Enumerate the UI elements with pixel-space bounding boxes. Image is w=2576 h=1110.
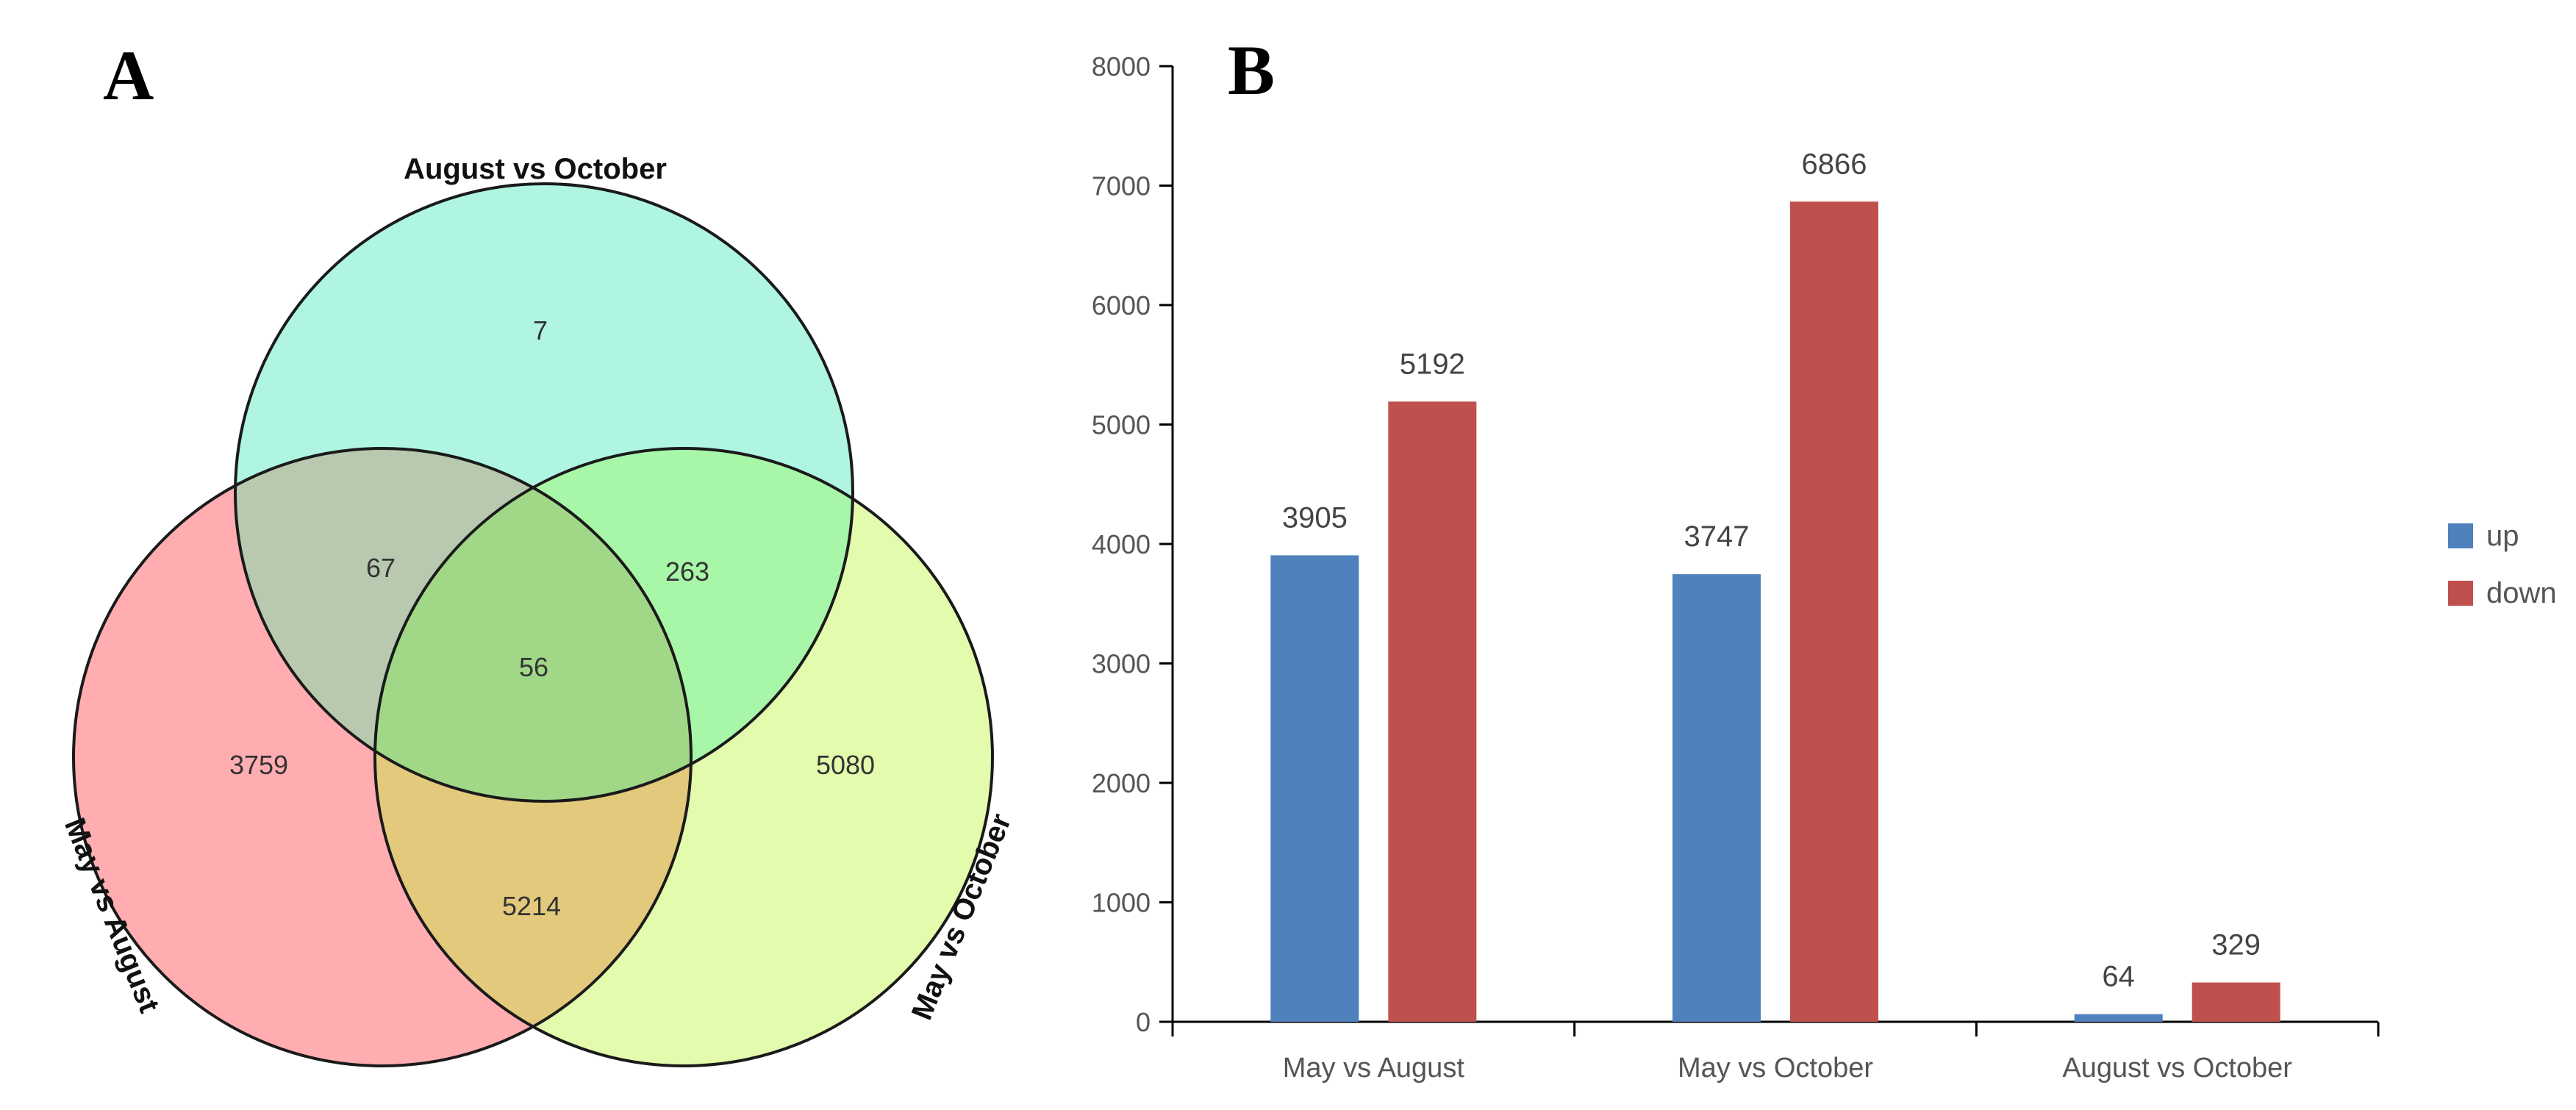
x-category-label: May vs August bbox=[1283, 1053, 1465, 1084]
venn-count-may-aug-only: 3759 bbox=[229, 750, 288, 780]
bar-up bbox=[1672, 574, 1761, 1022]
y-tick-label: 3000 bbox=[1092, 649, 1151, 679]
venn-label-august-vs-october: August vs October bbox=[404, 153, 667, 185]
bar-up bbox=[1270, 555, 1359, 1022]
venn-count-augoct-mayaug: 67 bbox=[366, 553, 396, 583]
legend-label-up: up bbox=[2486, 520, 2519, 552]
x-category-label: May vs October bbox=[1678, 1053, 1873, 1084]
data-label-up: 64 bbox=[2102, 961, 2135, 993]
bar-chart-plot: 0 1000 2000 3000 4000 5000 6000 7000 8000 May vs … bbox=[1092, 51, 2380, 1084]
venn-count-may-oct-only: 5080 bbox=[816, 750, 875, 780]
venn-count-aug-oct-only: 7 bbox=[533, 315, 548, 345]
y-tick-label: 2000 bbox=[1092, 768, 1151, 798]
venn-overlap-all-three bbox=[375, 448, 691, 801]
x-category-label: August vs October bbox=[2062, 1053, 2292, 1084]
venn-outline-may-vs-august bbox=[72, 447, 693, 1067]
y-tick-label: 1000 bbox=[1092, 888, 1151, 918]
data-label-down: 329 bbox=[2211, 929, 2261, 962]
data-label-up: 3747 bbox=[1684, 520, 1750, 553]
data-label-up: 3905 bbox=[1282, 501, 1348, 534]
panel-a-letter: A bbox=[103, 36, 154, 115]
venn-count-augoct-mayoct: 263 bbox=[665, 556, 709, 587]
y-tick-label: 4000 bbox=[1092, 529, 1151, 559]
y-tick-label: 7000 bbox=[1092, 171, 1151, 201]
panel-b-letter: B bbox=[1228, 31, 1275, 110]
venn-panel: A August vs October May vs bbox=[58, 36, 1017, 1067]
y-tick-label: 8000 bbox=[1092, 51, 1151, 82]
y-tick-label: 5000 bbox=[1092, 410, 1151, 440]
venn-count-mayaug-mayoct: 5214 bbox=[502, 891, 561, 921]
y-tick-label: 6000 bbox=[1092, 290, 1151, 321]
bar-down bbox=[1790, 201, 1878, 1022]
bar-down bbox=[1388, 401, 1477, 1022]
legend-swatch-up bbox=[2448, 523, 2473, 548]
bar-chart-panel: B 0 1000 2000 3000 4000 5000 6000 7000 8000 May v… bbox=[1092, 31, 2557, 1084]
venn-outline-may-vs-october bbox=[373, 447, 994, 1067]
bar-up bbox=[2074, 1014, 2163, 1022]
legend-label-down: down bbox=[2486, 577, 2557, 609]
data-label-down: 6866 bbox=[1802, 148, 1867, 180]
venn-outline-august-vs-october bbox=[234, 182, 854, 803]
chart-legend: up down bbox=[2448, 520, 2557, 609]
data-label-down: 5192 bbox=[1400, 348, 1465, 380]
venn-count-all-three: 56 bbox=[519, 652, 548, 682]
y-tick-label: 0 bbox=[1136, 1007, 1151, 1037]
bar-down bbox=[2192, 982, 2280, 1022]
legend-swatch-down bbox=[2448, 581, 2473, 606]
